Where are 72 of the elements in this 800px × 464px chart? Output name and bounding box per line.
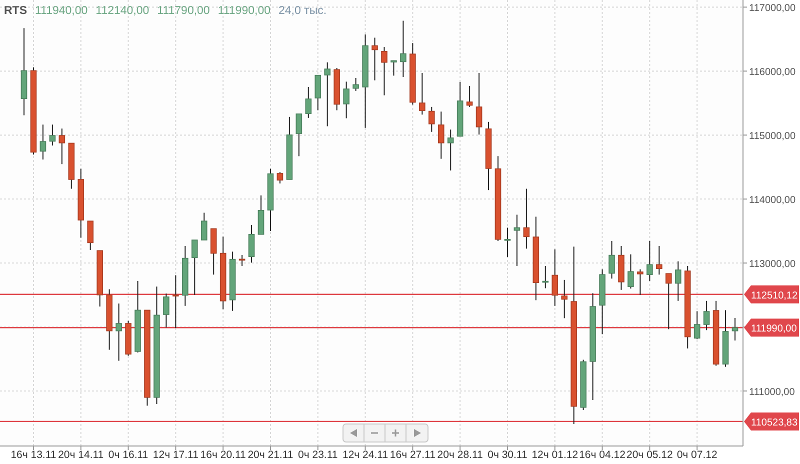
candlestick <box>628 254 634 290</box>
x-tick-label: 12ч 01.12 <box>532 449 578 461</box>
candlestick <box>191 239 198 296</box>
candlestick <box>352 78 359 92</box>
candlestick <box>428 106 435 132</box>
candlestick <box>172 274 179 329</box>
annotation: 111940,00 <box>35 5 88 17</box>
x-tick-label: 20ч 05.12 <box>626 449 674 461</box>
candlestick <box>258 194 264 235</box>
candlestick <box>163 293 170 328</box>
candlestick <box>608 240 615 280</box>
candlestick <box>646 240 653 282</box>
candlestick <box>400 20 406 78</box>
candlestick <box>504 227 511 258</box>
candlestick <box>314 74 322 111</box>
x-tick-label: 12ч 17.11 <box>152 449 199 461</box>
candlestick <box>390 60 397 76</box>
candlestick <box>665 273 672 330</box>
x-tick-label: 16ч 27.11 <box>390 449 436 461</box>
annotation: 112140,00 <box>96 5 150 17</box>
candlestick <box>656 246 662 276</box>
candlestick <box>419 72 426 116</box>
y-tick-label: 114000,00 <box>749 195 796 206</box>
candlestick <box>637 268 644 296</box>
candlestick <box>58 128 66 165</box>
candlestick <box>703 300 710 331</box>
candlestick <box>674 260 682 302</box>
candlestick <box>200 212 208 240</box>
candlestick <box>694 310 700 340</box>
candlestick <box>438 111 444 160</box>
x-tick-label: 20ч 28.11 <box>437 449 484 461</box>
y-tick-label: 113000,00 <box>749 259 796 270</box>
candlestick <box>324 62 331 127</box>
annotation: 111990,00 <box>218 5 270 17</box>
y-tick-label: 116000,00 <box>749 67 796 78</box>
candlestick <box>49 124 56 146</box>
candlestick <box>40 124 46 160</box>
candlestick <box>466 85 473 108</box>
x-tick-label: 20ч 14.11 <box>58 449 104 461</box>
candlestick <box>116 303 122 362</box>
candlestick <box>552 248 558 306</box>
candlestick <box>732 318 738 341</box>
ref-line-label: 110523,83 <box>751 417 798 428</box>
candlestick <box>476 72 482 136</box>
annotation: 24,0 тыс. <box>278 5 327 17</box>
candlestick <box>305 86 312 118</box>
candlestick <box>447 129 454 171</box>
candlestick <box>372 37 378 81</box>
candlestick <box>296 113 302 157</box>
ref-line-label: 112510,12 <box>751 290 798 302</box>
candlestick <box>87 220 94 250</box>
candlestick <box>248 224 255 264</box>
candlestick <box>381 46 388 96</box>
x-tick-label: 0ч 16.11 <box>108 449 148 461</box>
y-tick-label: 115000,00 <box>749 131 796 142</box>
x-tick-label: 0ч 23.11 <box>298 449 338 461</box>
ref-line-label: 111990,00 <box>751 324 798 335</box>
y-tick-label: 117000,00 <box>749 3 796 14</box>
candlestick <box>276 172 284 184</box>
annotation: 111790,00 <box>157 5 210 17</box>
chart-title: RTS <box>4 5 28 17</box>
x-tick-label: 0ч 07.12 <box>676 449 718 461</box>
x-tick-label: 16ч 04.12 <box>579 449 626 461</box>
x-tick-label: 20ч 21.11 <box>248 449 294 461</box>
x-tick-label: 0ч 30.11 <box>488 449 528 461</box>
x-tick-label: 12ч 24.11 <box>342 449 388 461</box>
candlestick <box>343 81 350 119</box>
x-tick-label: 16ч 13.11 <box>10 449 56 461</box>
x-tick-label: 16ч 20.11 <box>200 449 246 461</box>
candlestick <box>523 188 530 250</box>
candlestick <box>561 279 568 319</box>
y-tick-label: 111000,00 <box>749 386 796 398</box>
